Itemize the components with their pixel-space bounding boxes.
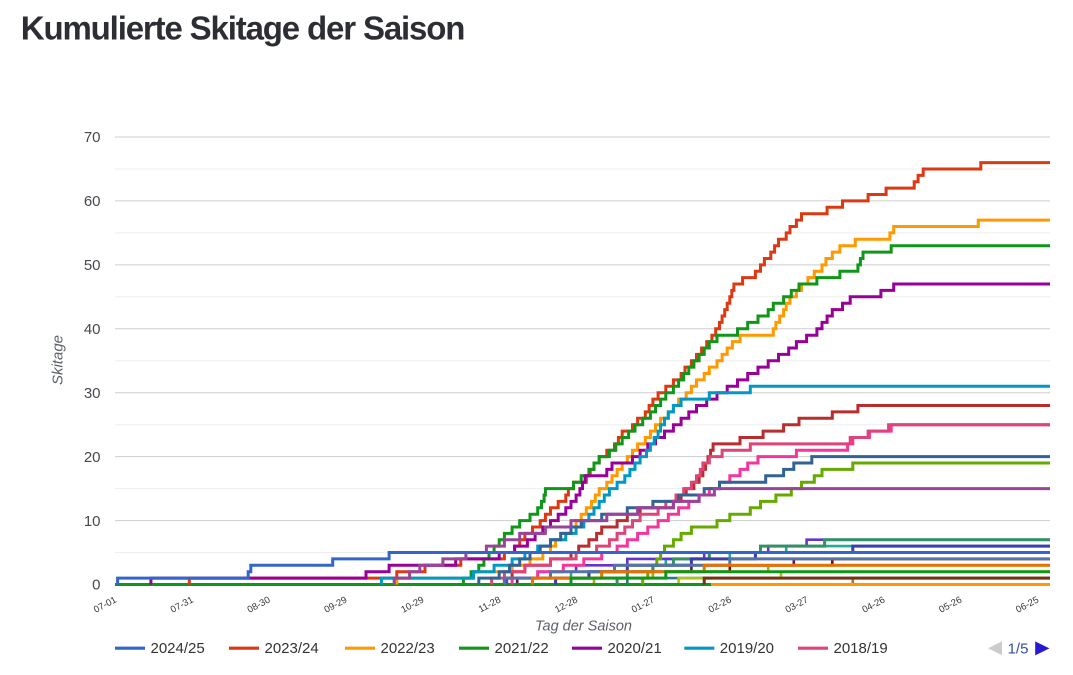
svg-text:Skitage: Skitage (50, 335, 67, 385)
svg-text:2019/20: 2019/20 (720, 640, 774, 657)
svg-text:Tag der Saison: Tag der Saison (535, 619, 632, 635)
svg-text:50: 50 (84, 257, 101, 274)
svg-text:2023/24: 2023/24 (265, 640, 319, 657)
svg-text:60: 60 (84, 193, 101, 210)
svg-text:2018/19: 2018/19 (834, 640, 888, 657)
svg-text:40: 40 (84, 321, 101, 338)
svg-text:Kumulierte Skitage der Saison: Kumulierte Skitage der Saison (21, 10, 464, 47)
svg-text:2024/25: 2024/25 (151, 640, 205, 657)
svg-text:1/5: 1/5 (1008, 640, 1029, 657)
svg-text:10: 10 (84, 513, 101, 530)
svg-text:0: 0 (92, 577, 100, 594)
svg-text:2021/22: 2021/22 (495, 640, 549, 657)
svg-text:70: 70 (84, 129, 101, 146)
svg-text:30: 30 (84, 385, 101, 402)
svg-text:2022/23: 2022/23 (381, 640, 435, 657)
svg-text:20: 20 (84, 449, 101, 466)
svg-text:2020/21: 2020/21 (608, 640, 662, 657)
